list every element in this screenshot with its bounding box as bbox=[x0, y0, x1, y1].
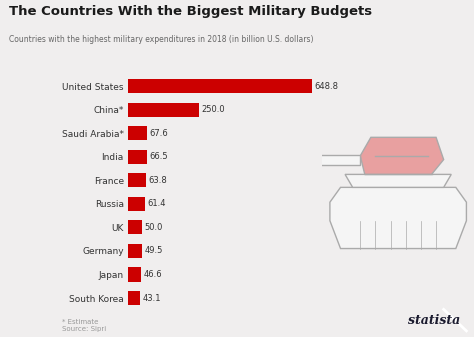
Text: 250.0: 250.0 bbox=[201, 105, 225, 114]
Bar bbox=[128, 268, 141, 282]
Text: The Countries With the Biggest Military Budgets: The Countries With the Biggest Military … bbox=[9, 5, 373, 18]
FancyBboxPatch shape bbox=[300, 155, 360, 165]
Text: 46.6: 46.6 bbox=[144, 270, 162, 279]
Text: 61.4: 61.4 bbox=[147, 200, 166, 208]
Bar bbox=[128, 102, 199, 117]
Text: 648.8: 648.8 bbox=[314, 82, 338, 91]
Text: 50.0: 50.0 bbox=[145, 223, 163, 232]
Text: 43.1: 43.1 bbox=[143, 294, 161, 303]
Bar bbox=[128, 291, 140, 305]
Polygon shape bbox=[330, 187, 466, 249]
Bar bbox=[128, 126, 147, 140]
Text: statista: statista bbox=[408, 314, 460, 327]
Bar bbox=[128, 220, 142, 235]
Polygon shape bbox=[345, 175, 451, 187]
Text: Countries with the highest military expenditures in 2018 (in billion U.S. dollar: Countries with the highest military expe… bbox=[9, 35, 314, 44]
Text: Source: Sipri: Source: Sipri bbox=[62, 326, 106, 332]
Text: 63.8: 63.8 bbox=[148, 176, 167, 185]
Text: * Estimate: * Estimate bbox=[62, 319, 98, 325]
Text: 66.5: 66.5 bbox=[149, 152, 168, 161]
Bar bbox=[128, 197, 146, 211]
Text: 67.6: 67.6 bbox=[149, 129, 168, 138]
Polygon shape bbox=[360, 137, 444, 175]
Bar bbox=[128, 173, 146, 187]
Bar bbox=[128, 244, 142, 258]
Bar bbox=[128, 150, 147, 164]
Text: 49.5: 49.5 bbox=[144, 246, 163, 255]
Bar bbox=[128, 79, 311, 93]
